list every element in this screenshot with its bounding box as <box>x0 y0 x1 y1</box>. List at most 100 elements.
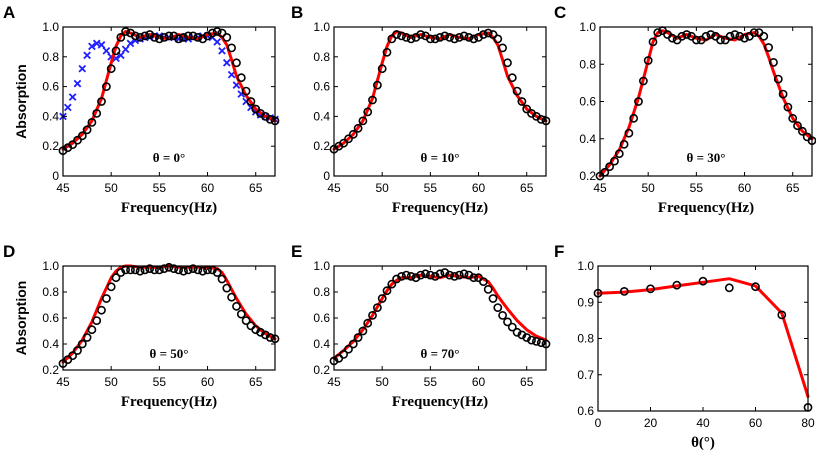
experiment-point <box>440 268 450 277</box>
experiment-point <box>397 271 406 281</box>
y-tick-label: 1.0 <box>313 259 330 273</box>
experiment-point <box>188 31 198 41</box>
experiment-point <box>778 89 788 99</box>
experiment-point <box>207 28 217 38</box>
y-tick-label: 0.2 <box>313 139 330 153</box>
experiment-point <box>217 274 227 284</box>
experiment-point <box>401 270 411 280</box>
experiment-point <box>425 270 435 280</box>
x-axis-label: Frequency(Hz) <box>658 200 754 216</box>
x-tick-label: 50 <box>105 375 119 389</box>
experiment-point <box>251 104 261 114</box>
experiment-point <box>372 80 382 90</box>
experiment-point <box>751 282 760 292</box>
experiment-point <box>97 97 106 106</box>
x-tick-label: 50 <box>105 181 119 195</box>
y-tick-label: 0.9 <box>577 295 594 309</box>
experiment-point <box>416 30 426 39</box>
experiment-point <box>363 318 373 328</box>
y-tick-label: 0.6 <box>313 80 330 94</box>
experiment-point <box>416 270 426 280</box>
experiment-point <box>212 268 222 277</box>
experiment-point <box>368 310 377 320</box>
experiment-point <box>450 271 459 281</box>
experiment-point <box>265 115 275 124</box>
x-tick-label: 60 <box>201 375 215 389</box>
x-tick-label: 50 <box>376 375 390 389</box>
experiment-point <box>536 115 546 124</box>
experiment-point <box>246 97 256 106</box>
experiment-point <box>154 34 164 44</box>
experiment-point <box>241 86 251 96</box>
experiment-point <box>73 135 82 145</box>
experiment-point <box>265 333 275 342</box>
experiment-point <box>503 58 512 68</box>
panel-letter: F <box>554 242 564 261</box>
experiment-point <box>610 156 619 166</box>
experiment-point <box>159 264 169 273</box>
experiment-point <box>372 303 382 312</box>
x-tick-label: 40 <box>696 416 710 430</box>
series-simulation-line <box>332 30 548 151</box>
experiment-point <box>246 321 256 331</box>
panel-e: 45 50 55 60 65 0.2 0.4 0.6 0.8 1.0 Frequency(Hz) θ … <box>291 242 551 410</box>
experiment-point <box>469 273 479 283</box>
experiment-point <box>764 43 773 52</box>
experiment-point <box>68 351 77 361</box>
experiment-point <box>363 107 373 117</box>
experiment-point <box>150 33 159 42</box>
experiment-point <box>406 34 416 44</box>
experiment-point <box>169 264 179 273</box>
experiment-point <box>179 33 188 42</box>
experiment-point <box>740 33 749 43</box>
y-tick-label: 0.2 <box>42 139 59 153</box>
experiment-point <box>773 74 783 84</box>
x-tick-label: 45 <box>56 181 70 195</box>
experiment-point <box>232 301 241 311</box>
experiment-point <box>459 269 469 279</box>
experiment-point <box>411 273 421 283</box>
x-axis-label: Frequency(Hz) <box>121 200 217 216</box>
experiment-point <box>643 56 653 65</box>
reference-point <box>73 79 82 88</box>
y-tick-label: 0.4 <box>313 337 330 351</box>
experiment-point <box>430 34 440 44</box>
experiment-point <box>227 292 236 302</box>
experiment-point <box>498 310 507 320</box>
reference-point <box>121 45 130 54</box>
x-axis-label: Frequency(Hz) <box>392 394 488 410</box>
y-tick-label: 0.8 <box>313 50 330 64</box>
x-tick-label: 55 <box>153 375 167 389</box>
experiment-point <box>648 37 658 47</box>
experiment-point <box>164 31 174 41</box>
incidence-angle-label: θ = 30° <box>687 150 726 165</box>
experiment-point <box>102 82 111 91</box>
panel-letter: D <box>3 242 15 261</box>
experiment-point <box>251 325 261 335</box>
experiment-point <box>387 34 397 44</box>
y-tick-label: 0.4 <box>313 109 330 123</box>
y-tick-label: 1.0 <box>577 259 594 273</box>
experiment-point <box>421 269 430 279</box>
x-tick-label: 50 <box>642 181 656 195</box>
x-tick-label: 45 <box>56 375 70 389</box>
experiment-point <box>517 330 527 340</box>
y-tick-label: 0.4 <box>42 109 59 123</box>
y-tick-label: 0.8 <box>313 285 330 299</box>
experiment-point <box>798 126 807 136</box>
reference-point <box>97 41 106 49</box>
experiment-point <box>377 294 387 303</box>
experiment-point <box>348 129 358 139</box>
experiment-point <box>522 104 532 114</box>
experiment-point <box>232 58 241 68</box>
experiment-point <box>73 346 82 355</box>
experiment-point <box>111 273 121 283</box>
incidence-angle-label: θ = 0° <box>153 150 185 165</box>
x-tick-label: 60 <box>749 416 763 430</box>
y-tick-label: 0.4 <box>42 337 59 351</box>
experiment-point <box>478 30 488 39</box>
experiment-point <box>706 30 716 39</box>
x-tick-label: 45 <box>327 375 341 389</box>
experiment-point <box>116 268 126 277</box>
experiment-point <box>430 271 440 281</box>
